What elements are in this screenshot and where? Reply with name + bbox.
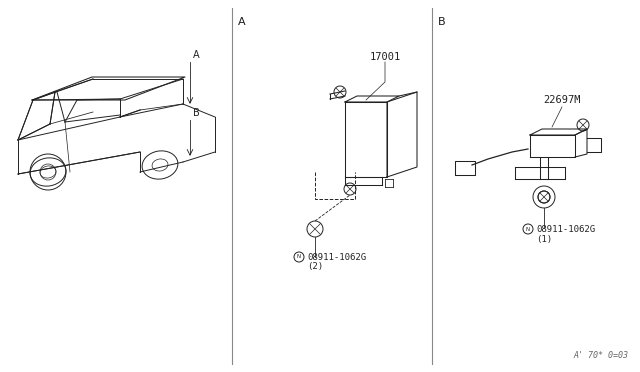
Text: 08911-1062G: 08911-1062G [536, 224, 595, 234]
Text: A: A [193, 50, 200, 60]
Text: 17001: 17001 [369, 52, 401, 62]
Text: (2): (2) [307, 263, 323, 272]
Text: A' 70* 0=03: A' 70* 0=03 [573, 351, 628, 360]
Text: N: N [297, 254, 301, 260]
Text: N: N [526, 227, 530, 231]
Text: B: B [438, 17, 445, 27]
Text: A: A [238, 17, 246, 27]
Text: B: B [193, 108, 200, 118]
Text: (1): (1) [536, 234, 552, 244]
Text: 22697M: 22697M [543, 95, 580, 105]
Text: 08911-1062G: 08911-1062G [307, 253, 366, 262]
